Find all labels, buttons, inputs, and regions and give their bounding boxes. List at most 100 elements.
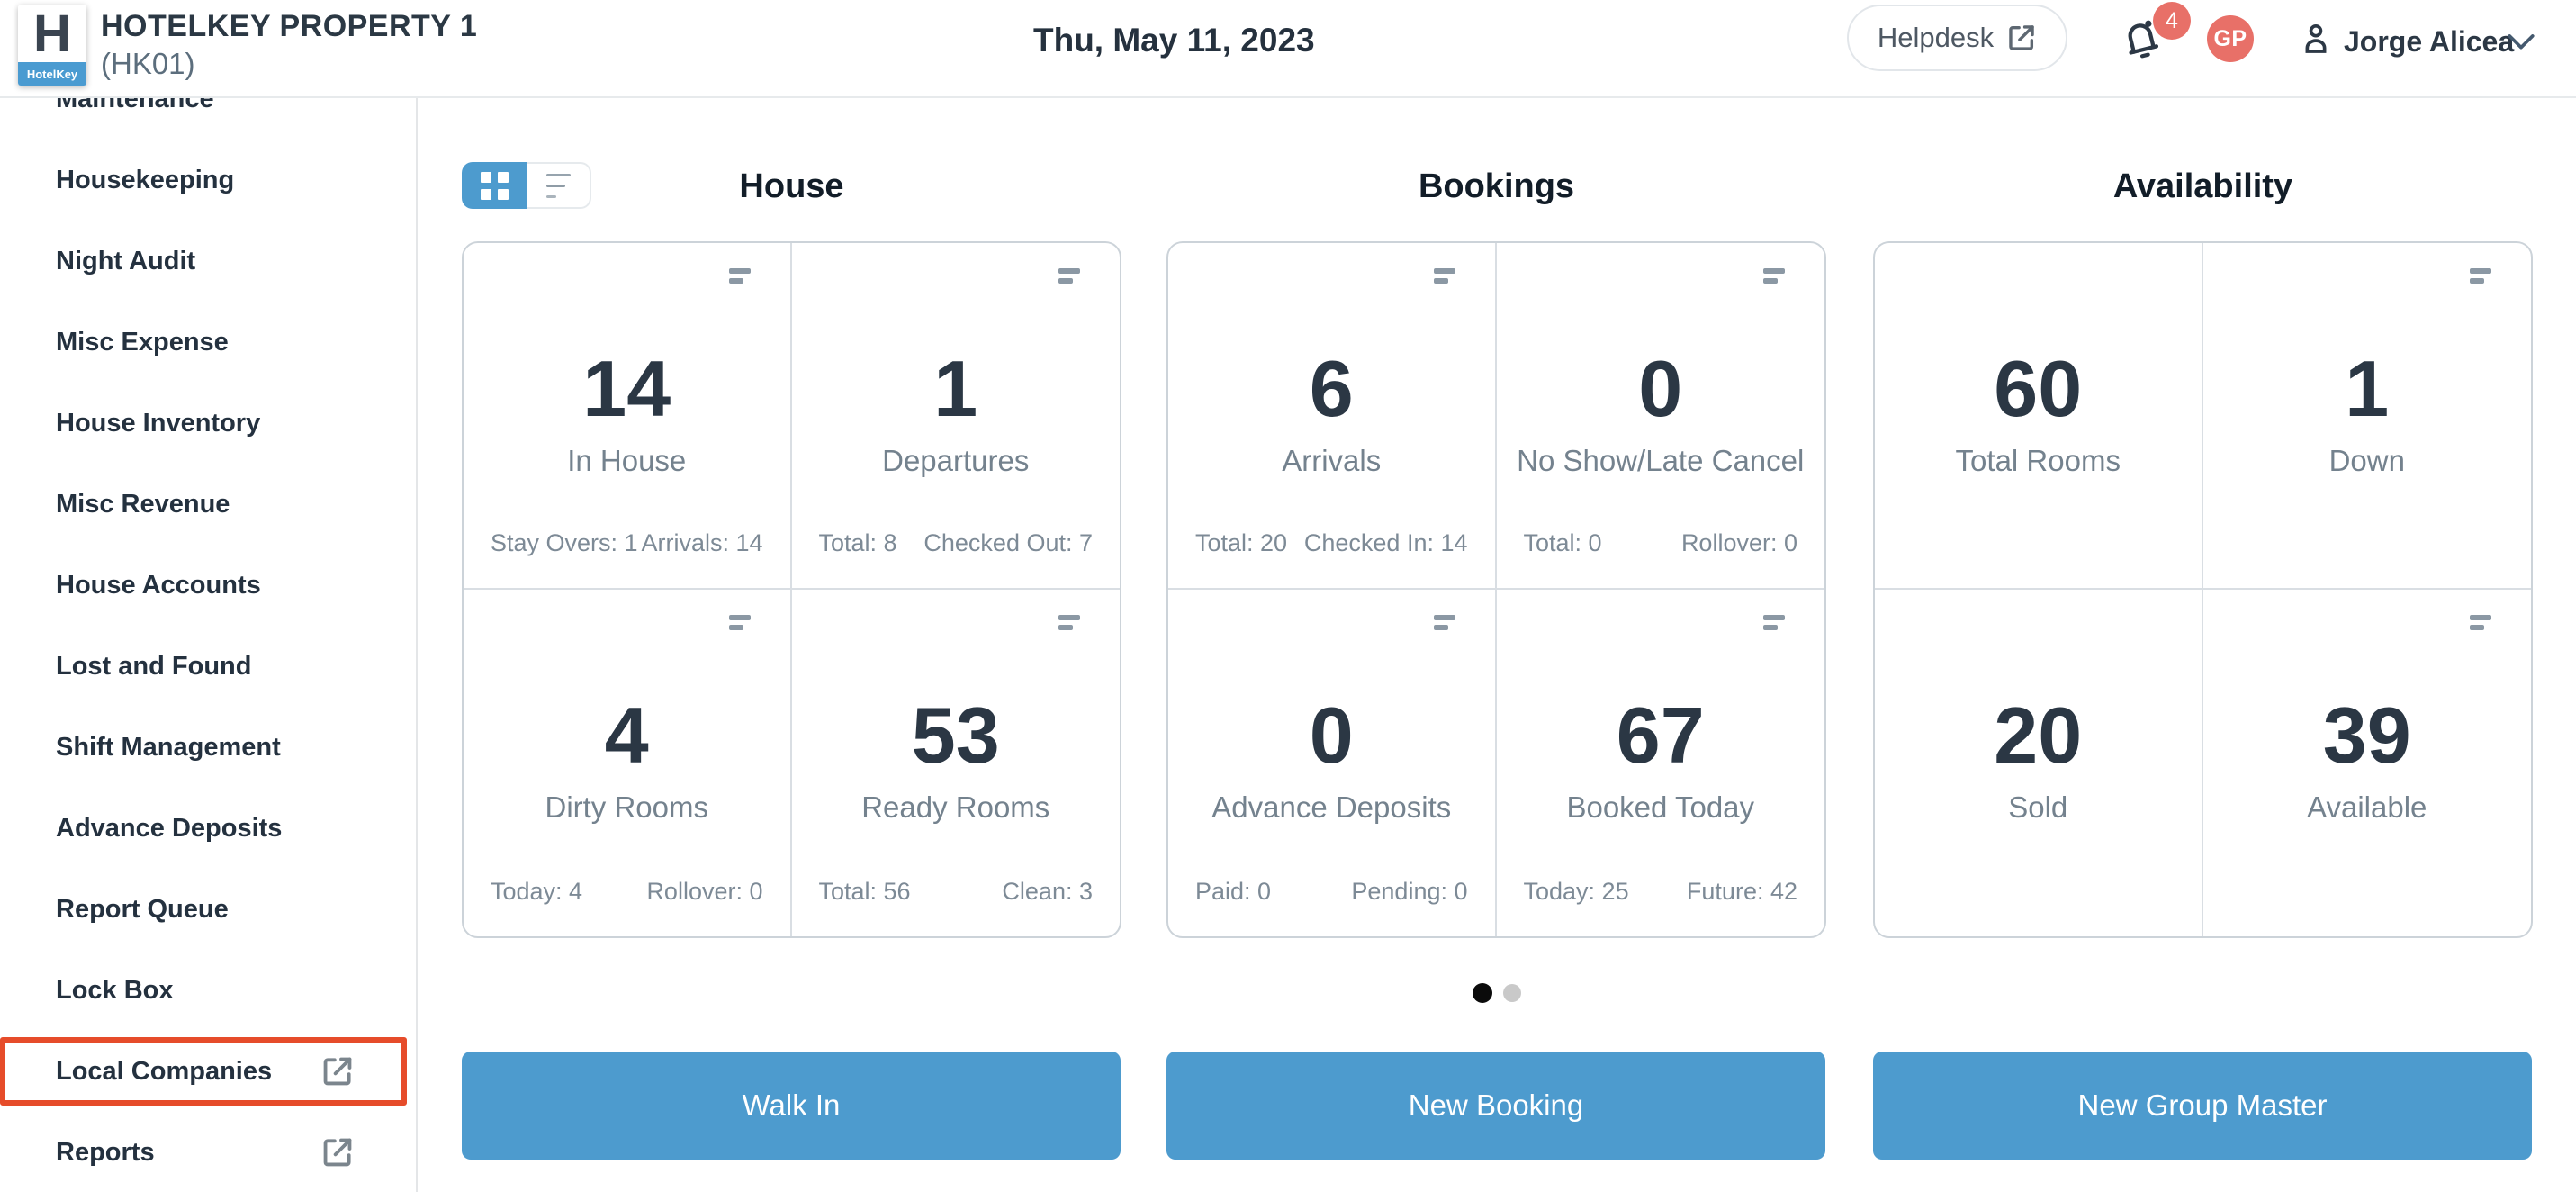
sidebar-item-housekeeping[interactable]: Housekeeping — [56, 140, 385, 221]
stat-card-arrivals[interactable]: 6 Arrivals Total: 20 Checked In: 14 — [1168, 243, 1497, 590]
card-value: 1 — [933, 344, 978, 433]
card-stat: Today: 4 — [491, 878, 583, 905]
card-menu-icon[interactable] — [1433, 268, 1455, 284]
card-stat: Arrivals: 14 — [641, 529, 763, 556]
card-stats: Total: 0 Rollover: 0 — [1524, 529, 1798, 557]
external-link-icon — [2006, 23, 2037, 53]
card-menu-icon[interactable] — [1058, 268, 1080, 284]
list-icon — [545, 166, 571, 206]
card-label: Booked Today — [1566, 790, 1755, 824]
card-value: 14 — [582, 344, 671, 433]
card-stats: Stay Overs: 1 Arrivals: 14 — [491, 529, 763, 557]
stat-card-departures[interactable]: 1 Departures Total: 8 Checked Out: 7 — [791, 243, 1120, 590]
card-value: 6 — [1309, 344, 1354, 433]
person-icon — [2297, 20, 2335, 58]
sidebar-item-reports[interactable]: Reports — [56, 1112, 385, 1192]
grid-view-button[interactable] — [462, 162, 527, 209]
walk-in-button[interactable]: Walk In — [462, 1052, 1121, 1160]
property-name: HOTELKEY PROPERTY 1 — [101, 9, 478, 43]
stat-card-ready-rooms[interactable]: 53 Ready Rooms Total: 56 Clean: 3 — [792, 590, 1121, 936]
new-booking-button[interactable]: New Booking — [1166, 1052, 1825, 1160]
avatar[interactable]: GP — [2207, 15, 2254, 62]
card-stat: Total: 20 — [1195, 529, 1288, 556]
stat-card-booked-today[interactable]: 67 Booked Today Today: 25 Future: 42 — [1497, 590, 1825, 936]
stat-card-advance-deposits[interactable]: 0 Advance Deposits Paid: 0 Pending: 0 — [1168, 590, 1497, 936]
card-menu-icon[interactable] — [1433, 615, 1455, 630]
card-menu-icon[interactable] — [2470, 268, 2491, 284]
sidebar-item-label: Night Audit — [56, 246, 196, 275]
card-menu-icon[interactable] — [1763, 268, 1785, 284]
card-value: 67 — [1616, 691, 1705, 780]
sidebar-item-report-queue[interactable]: Report Queue — [56, 869, 385, 950]
card-stat: Rollover: 0 — [1680, 529, 1797, 556]
helpdesk-button[interactable]: Helpdesk — [1847, 5, 2067, 71]
card-stat: Total: 8 — [818, 529, 897, 556]
sidebar-item-label: Misc Expense — [56, 327, 229, 357]
sidebar-item-label: Lost and Found — [56, 651, 252, 681]
card-menu-icon[interactable] — [1763, 615, 1785, 630]
card-stats: Paid: 0 Pending: 0 — [1195, 878, 1468, 906]
carousel-dot-page-2[interactable] — [1503, 984, 1521, 1002]
new-group-master-button[interactable]: New Group Master — [1873, 1052, 2532, 1160]
grid-icon — [480, 171, 509, 200]
card-stat: Checked Out: 7 — [923, 529, 1093, 556]
stat-card-dirty-rooms[interactable]: 4 Dirty Rooms Today: 4 Rollover: 0 — [464, 590, 792, 936]
sidebar-item-label: Reports — [56, 1137, 155, 1167]
property-code: (HK01) — [101, 47, 195, 80]
hotelkey-logo[interactable]: H HotelKey — [18, 5, 86, 86]
card-stats: Today: 25 Future: 42 — [1524, 878, 1798, 906]
card-stat: Today: 25 — [1523, 878, 1629, 905]
card-label: Arrivals — [1282, 444, 1382, 477]
sidebar-item-lock-box[interactable]: Lock Box — [56, 950, 385, 1031]
card-label: Available — [2307, 790, 2427, 824]
card-label: Advance Deposits — [1211, 790, 1452, 824]
house-panel: 14 In House Stay Overs: 1 Arrivals: 14 1… — [462, 241, 1121, 938]
card-label: Sold — [2008, 790, 2068, 824]
sidebar-item-advance-deposits[interactable]: Advance Deposits — [56, 788, 385, 869]
stat-card-total-rooms[interactable]: 60 Total Rooms — [1875, 243, 2203, 590]
sidebar-item-misc-revenue[interactable]: Misc Revenue — [56, 464, 385, 545]
card-label: In House — [567, 444, 687, 477]
sidebar-item-misc-expense[interactable]: Misc Expense — [56, 302, 385, 383]
chevron-down-icon[interactable] — [2506, 31, 2536, 54]
sidebar-item-local-companies[interactable]: Local Companies — [56, 1031, 385, 1112]
card-label: No Show/Late Cancel — [1517, 444, 1805, 477]
bookings-panel: 6 Arrivals Total: 20 Checked In: 14 0 No… — [1166, 241, 1826, 938]
card-menu-icon[interactable] — [728, 615, 751, 630]
card-menu-icon[interactable] — [1058, 615, 1080, 630]
sidebar-item-lost-and-found[interactable]: Lost and Found — [56, 626, 385, 707]
sidebar-item-house-accounts[interactable]: House Accounts — [56, 545, 385, 626]
stat-card-no-show-late-cancel[interactable]: 0 No Show/Late Cancel Total: 0 Rollover:… — [1496, 243, 1824, 590]
sidebar-item-shift-management[interactable]: Shift Management — [56, 707, 385, 788]
card-stat: Stay Overs: 1 — [491, 529, 638, 556]
card-stat: Pending: 0 — [1351, 878, 1468, 905]
view-toggle — [462, 162, 591, 209]
carousel-dot-page-1[interactable] — [1473, 983, 1492, 1003]
stat-card-down[interactable]: 1 Down — [2202, 243, 2531, 590]
user-menu[interactable]: Jorge Alicea — [2344, 25, 2515, 58]
sidebar-item-house-inventory[interactable]: House Inventory — [56, 383, 385, 464]
card-value: 0 — [1309, 691, 1354, 780]
card-value: 60 — [1994, 344, 2083, 433]
stat-card-available[interactable]: 39 Available — [2203, 590, 2532, 936]
card-stats: Today: 4 Rollover: 0 — [491, 878, 763, 906]
helpdesk-label: Helpdesk — [1877, 22, 1995, 53]
card-value: 53 — [911, 691, 1000, 780]
card-value: 39 — [2322, 691, 2411, 780]
sidebar-item-label: Report Queue — [56, 894, 229, 924]
sidebar-item-label: House Accounts — [56, 570, 261, 600]
list-view-button[interactable] — [527, 162, 591, 209]
card-menu-icon[interactable] — [2470, 615, 2491, 630]
sidebar-item-label: Advance Deposits — [56, 813, 283, 843]
section-title-availability: Availability — [2112, 167, 2293, 205]
card-stats: Total: 20 Checked In: 14 — [1195, 529, 1468, 557]
stat-card-in-house[interactable]: 14 In House Stay Overs: 1 Arrivals: 14 — [464, 243, 792, 590]
card-menu-icon[interactable] — [728, 268, 751, 284]
sidebar-item-night-audit[interactable]: Night Audit — [56, 221, 385, 302]
sidebar-item-label: Local Companies — [56, 1056, 273, 1086]
logo-letter: H — [33, 5, 71, 63]
card-value: 20 — [1994, 691, 2083, 780]
card-stat: Paid: 0 — [1195, 878, 1272, 905]
stat-card-sold[interactable]: 20 Sold — [1875, 590, 2203, 936]
